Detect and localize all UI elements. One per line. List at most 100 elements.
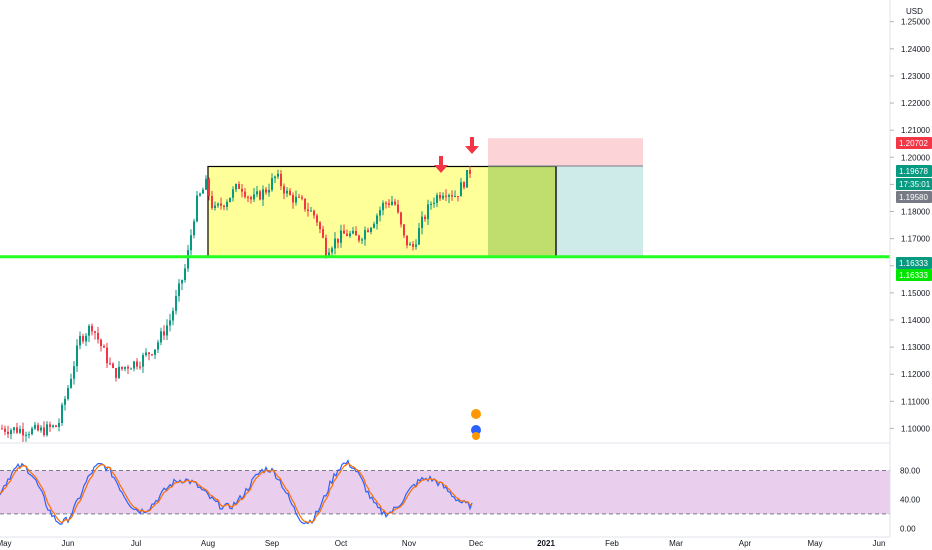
candle-body [196, 195, 198, 222]
candle-body [190, 235, 192, 251]
price-tag-badge [896, 191, 932, 203]
arrow-annotations [434, 137, 479, 173]
candle-body [115, 368, 117, 378]
time-tick-label: 2021 [537, 539, 555, 548]
time-axis[interactable]: May Jun Jul Aug Sep Oct Nov Dec 2021 Feb Mar Apr May… [0, 536, 890, 548]
candle-body [265, 189, 267, 193]
price-tick-label: 1.24000 [901, 45, 930, 54]
candle-body [94, 331, 96, 333]
candle-body [193, 221, 195, 236]
candle-body [391, 201, 393, 206]
candle-body [22, 428, 24, 436]
candle-body [58, 422, 60, 427]
candle-body [217, 203, 219, 206]
candle-body [328, 252, 330, 256]
candle-body [232, 189, 234, 198]
candle-body [85, 335, 87, 342]
candle-body [211, 195, 213, 208]
candle-body [280, 173, 282, 187]
candle-body [25, 434, 27, 436]
candle-body [16, 427, 18, 433]
candle-body [268, 189, 270, 193]
candle-body [163, 331, 165, 336]
candle-body [37, 424, 39, 431]
candle-body [139, 366, 141, 368]
time-tick-label: Nov [402, 539, 416, 548]
candle-body [379, 210, 381, 216]
candle-body [460, 182, 462, 197]
price-tick-label: 1.18000 [901, 208, 930, 217]
candle-body [376, 215, 378, 224]
candle-body [13, 427, 15, 431]
candle-body [64, 398, 66, 405]
candle-body [244, 191, 246, 197]
candle-body [283, 186, 285, 194]
candle-body [175, 296, 177, 311]
candle-body [388, 203, 390, 206]
candle-body [352, 230, 354, 234]
candle-body [445, 195, 447, 197]
candle-body [418, 228, 420, 245]
stochastic-tick-label: 0.00 [900, 524, 916, 533]
price-tick-label: 1.17000 [901, 235, 930, 244]
candle-body [325, 237, 327, 256]
candle-body [118, 366, 120, 378]
price-tick-label: 1.15000 [901, 289, 930, 298]
candle-body [469, 170, 471, 174]
candle-body [310, 210, 312, 212]
candle-body [43, 427, 45, 436]
candle-body [343, 230, 345, 234]
price-tick-label: 1.21000 [901, 126, 930, 135]
candle-body [10, 430, 12, 435]
candle-body [322, 229, 324, 238]
candle-body [457, 196, 459, 198]
candle-body [40, 427, 42, 431]
price-tag-badge [896, 165, 932, 177]
stochastic-tick-label: 40.00 [900, 495, 921, 504]
candle-body [73, 366, 75, 379]
time-tick-label: Apr [739, 539, 752, 548]
candle-body [253, 194, 255, 200]
candle-body [295, 196, 297, 203]
candle-body [304, 198, 306, 210]
candle-body [1, 428, 3, 430]
candle-body [166, 325, 168, 336]
candle-body [364, 230, 366, 240]
candle-body [451, 195, 453, 197]
candle-body [76, 345, 78, 367]
candle-body [151, 354, 153, 356]
candle-body [313, 210, 315, 216]
candle-body [394, 201, 396, 205]
candle-body [286, 190, 288, 194]
candle-body [277, 173, 279, 177]
price-tick-label: 1.12000 [901, 370, 930, 379]
candle-body [385, 202, 387, 204]
candle-body [157, 342, 159, 350]
candle-body [4, 428, 6, 432]
candlestick-series [1, 166, 471, 443]
time-tick-label: May [807, 539, 822, 548]
time-tick-label: Aug [201, 539, 215, 548]
candle-body [370, 227, 372, 233]
price-tick-label: 1.25000 [901, 18, 930, 27]
candle-body [67, 387, 69, 399]
price-tag-label: 1.19678 [899, 167, 928, 176]
short-position-tool[interactable] [488, 138, 643, 257]
price-tick-label: 1.20000 [901, 153, 930, 162]
candle-body [271, 178, 273, 190]
candle-body [172, 310, 174, 321]
price-tag-badge [896, 257, 932, 269]
stochastic-tick-label: 80.00 [900, 466, 921, 475]
price-tags: 1.20702 1.19678 17:35:01 1.19580 1.16333 1.16… [896, 137, 932, 281]
candle-body [406, 235, 408, 246]
candle-body [130, 368, 132, 370]
price-tick-label: 1.13000 [901, 343, 930, 352]
candle-body [433, 202, 435, 204]
candle-body [142, 355, 144, 367]
price-tag-badge [896, 269, 932, 281]
candle-body [412, 244, 414, 247]
candle-body [46, 424, 48, 436]
time-tick-label: Dec [469, 539, 483, 548]
profit-zone [556, 166, 643, 257]
